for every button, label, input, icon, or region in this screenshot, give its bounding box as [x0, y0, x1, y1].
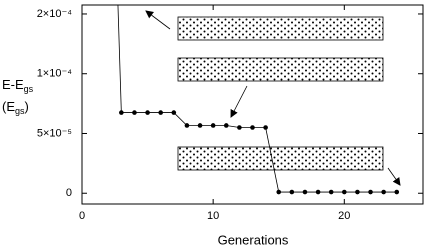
data-point — [302, 189, 308, 195]
structure-image — [177, 57, 384, 82]
data-point — [119, 110, 124, 115]
x-tick-label: 10 — [207, 210, 219, 222]
data-point — [145, 110, 150, 115]
data-point — [368, 189, 373, 195]
data-point — [394, 189, 400, 195]
data-point — [276, 189, 282, 195]
data-point — [171, 110, 177, 115]
data-point — [355, 189, 360, 195]
data-point — [263, 125, 268, 130]
x-tick-label: 20 — [338, 210, 350, 222]
y-axis-label: (Egs) — [2, 99, 29, 116]
arrow — [145, 10, 171, 30]
structure-image — [177, 146, 384, 171]
data-point — [250, 125, 255, 130]
data-point — [132, 110, 137, 115]
data-point — [223, 123, 229, 128]
x-tick-label: 0 — [79, 210, 85, 222]
y-tick-label: 5×10⁻⁵ — [37, 127, 72, 139]
data-point — [315, 189, 321, 195]
y-label-sub: gs — [15, 106, 25, 116]
x-axis-label: Generations — [218, 232, 289, 247]
data-point — [342, 189, 347, 195]
y-label-part: ) — [25, 99, 29, 114]
y-label-part: (E — [2, 99, 15, 114]
data-point — [197, 123, 203, 128]
data-point — [184, 123, 190, 128]
arrow — [387, 167, 401, 186]
data-point — [289, 189, 295, 195]
structure-image — [177, 16, 384, 41]
data-point — [328, 189, 334, 195]
y-tick-label: 0 — [66, 187, 72, 199]
arrow — [230, 85, 248, 118]
data-point — [210, 123, 216, 128]
y-label-part: E-E — [2, 77, 24, 92]
y-label-sub: gs — [24, 84, 34, 94]
y-tick-label: 2×10⁻⁴ — [37, 8, 73, 20]
plot-area — [117, 5, 400, 195]
plot-frame — [81, 4, 424, 205]
y-axis-label: E-Egs — [2, 77, 34, 94]
y-tick-label: 1×10⁻⁴ — [37, 68, 73, 80]
data-point — [381, 189, 386, 195]
data-point — [237, 125, 242, 130]
data-point — [158, 110, 163, 115]
